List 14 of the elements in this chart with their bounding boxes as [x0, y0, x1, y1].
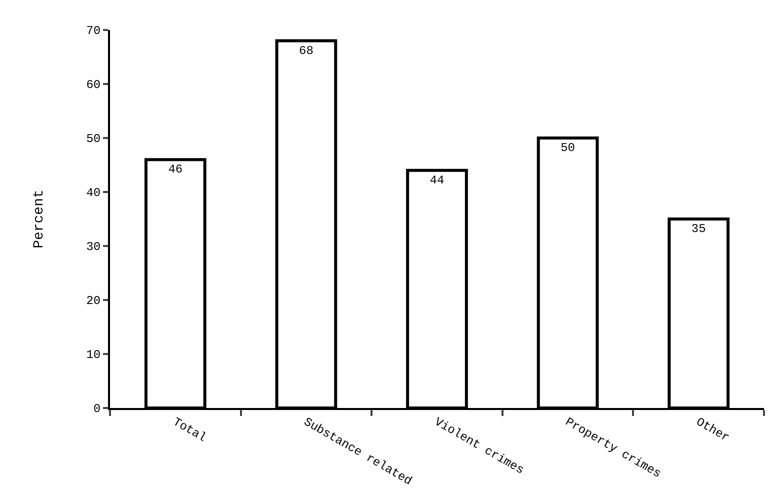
data-label: 35 [691, 222, 706, 236]
y-tick-label: 70 [86, 24, 101, 38]
data-label: 46 [168, 162, 183, 177]
y-tick-label: 60 [86, 78, 101, 92]
y-tick-label: 10 [86, 348, 101, 362]
y-tick-label: 0 [93, 402, 101, 416]
y-tick-label: 30 [86, 240, 101, 254]
data-label: 44 [430, 173, 444, 188]
data-label: 68 [298, 44, 314, 58]
data-label: 50 [560, 141, 576, 155]
y-tick-label: 20 [86, 294, 101, 308]
y-tick-label: 50 [86, 132, 101, 146]
y-tick-label: 40 [86, 186, 101, 200]
y-axis-title: Percent [31, 190, 48, 248]
